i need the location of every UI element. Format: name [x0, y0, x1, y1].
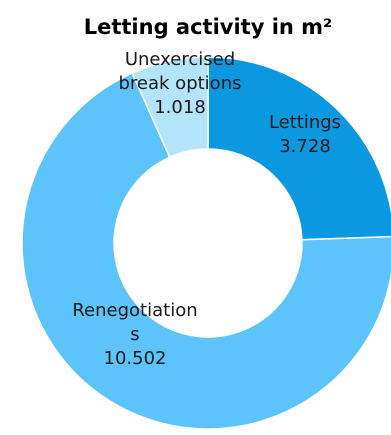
slice-labels: Lettings 3.728 Renegotiation s 10.502 Unexerc… [72, 49, 341, 369]
donut-slices [21, 56, 391, 430]
slice-label-line: break options [119, 73, 242, 94]
slice-lettings [207, 56, 391, 241]
slice-label-line: Unexercised [125, 49, 235, 70]
slice-label-renegotiations: Renegotiation s 10.502 [72, 300, 197, 369]
slice-renegotiations [21, 72, 391, 430]
slice-label-line: Lettings [269, 112, 341, 133]
slice-label-line: s [130, 324, 139, 345]
chart-title: Letting activity in m² [84, 15, 333, 39]
slice-label-line: 10.502 [104, 348, 167, 369]
slice-label-line: 3.728 [279, 136, 331, 157]
slice-label-unexercised-break-options: Unexercised break options 1.018 [119, 49, 242, 118]
slice-unexercised-break-options [131, 56, 209, 159]
slice-label-lettings: Lettings 3.728 [269, 112, 341, 157]
slice-label-line: Renegotiation [72, 300, 197, 321]
slice-label-line: 1.018 [154, 97, 206, 118]
